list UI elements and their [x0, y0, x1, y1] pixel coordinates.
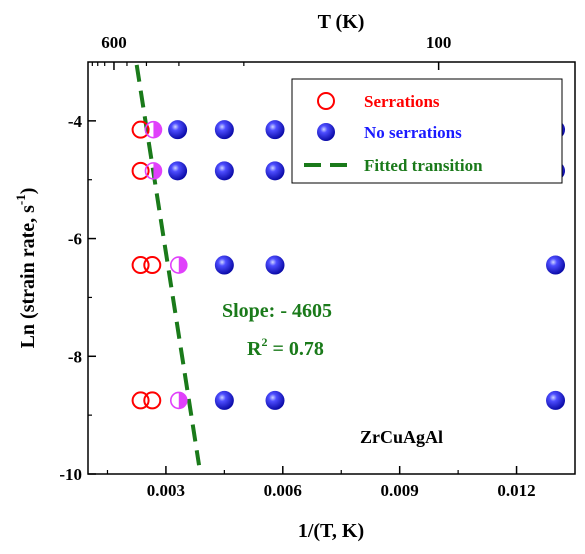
y-title-superscript: -1	[13, 194, 28, 205]
plot-frame	[87, 61, 576, 475]
y-title-close: )	[17, 188, 39, 195]
fit-line-segment	[134, 64, 202, 466]
legend: Serrations No serrations Fitted transiti…	[291, 78, 563, 184]
point-no-serrations	[265, 390, 285, 410]
point-no-serrations	[265, 161, 285, 181]
x-axis-ticks: 0.003 0.006 0.009 0.012	[106, 466, 536, 500]
x-tick-label: 0.009	[381, 481, 419, 500]
top-tick-label: 100	[426, 33, 452, 52]
point-no-serrations	[265, 255, 285, 275]
point-serrations	[131, 161, 150, 180]
point-no-serrations	[546, 255, 566, 275]
point-serrations	[143, 256, 162, 275]
point-transition	[144, 162, 163, 180]
point-serrations	[143, 391, 162, 410]
alloy-label: ZrCuAgAl	[360, 427, 443, 447]
point-serrations	[131, 120, 150, 139]
top-axis-title: T (K)	[318, 11, 365, 33]
x-tick-label: 0.012	[497, 481, 535, 500]
y-tick-label: -4	[68, 112, 83, 131]
point-transition	[169, 391, 188, 410]
legend-label-serrations: Serrations	[364, 92, 440, 111]
point-serrations	[131, 256, 150, 275]
top-axis-ticks: 600 100	[91, 33, 452, 70]
r-squared-annotation: R2 = 0.78	[247, 335, 324, 360]
top-tick-label: 600	[101, 33, 127, 52]
y-title-main: Ln (strain rate, s	[17, 205, 39, 349]
x-tick-label: 0.006	[264, 481, 302, 500]
point-no-serrations	[214, 255, 234, 275]
r2-value: = 0.78	[267, 338, 323, 360]
point-transition	[144, 120, 163, 139]
point-transition-fill	[153, 162, 162, 179]
legend-marker-no-serrations	[317, 123, 335, 141]
y-axis-title: Ln (strain rate, s-1)	[13, 188, 39, 349]
r2-superscript: 2	[261, 335, 267, 349]
point-no-serrations	[168, 120, 188, 140]
x-axis-title: 1/(T, K)	[298, 520, 364, 542]
legend-label-fitted: Fitted transition	[364, 156, 483, 175]
slope-annotation: Slope: - 4605	[222, 300, 332, 322]
x-tick-label: 0.003	[147, 481, 185, 500]
legend-marker-serrations	[317, 92, 335, 110]
point-no-serrations	[546, 390, 566, 410]
fitted-transition-line	[134, 64, 202, 466]
point-transition-fill	[153, 121, 162, 138]
point-transition	[169, 256, 188, 274]
y-tick-label: -8	[68, 347, 82, 366]
point-transition-fill	[178, 257, 187, 274]
y-tick-label: -6	[68, 230, 82, 249]
point-no-serrations	[214, 390, 234, 410]
point-no-serrations	[214, 120, 234, 140]
point-transition-fill	[178, 392, 187, 409]
point-no-serrations	[265, 120, 285, 140]
point-serrations	[131, 391, 150, 410]
r2-r: R	[247, 338, 262, 360]
y-axis-ticks: -10 -8 -6 -4	[59, 112, 96, 484]
legend-label-no-serrations: No serrations	[364, 123, 462, 142]
point-no-serrations	[168, 161, 188, 181]
y-tick-label: -10	[59, 465, 82, 484]
point-no-serrations	[214, 161, 234, 181]
